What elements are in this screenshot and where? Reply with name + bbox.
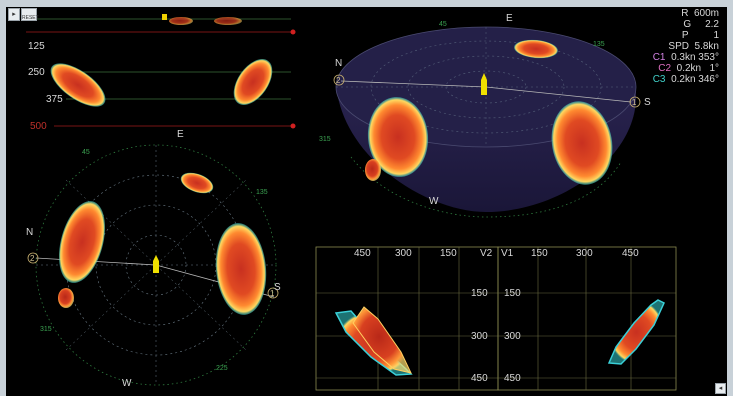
v1-title: V1 — [501, 248, 514, 259]
plan-bearing-225: 225 — [216, 365, 228, 372]
sonar-graphics — [26, 14, 677, 391]
plan-echo-south — [215, 223, 267, 315]
perspective-bearing-line-2 — [340, 80, 487, 88]
depth-label-500: 500 — [30, 121, 47, 132]
plan-label-north: N — [26, 227, 34, 238]
v1-y-tick-450: 450 — [504, 373, 521, 384]
v2-echo-2 — [352, 306, 412, 374]
param-current-3-value: 0.2kn 346° — [671, 74, 719, 85]
vessel-icon-perspective — [481, 73, 487, 95]
plan-echo-north — [58, 201, 106, 283]
depth-marker-top — [290, 29, 296, 35]
perspective-view — [333, 26, 641, 218]
perspective-label-west: W — [429, 196, 439, 207]
v2-title: V2 — [480, 248, 493, 259]
param-current-1-label: C1 — [652, 52, 666, 63]
perspective-bearing-line-1 — [485, 86, 632, 103]
param-speed: SPD 5.8kn — [668, 41, 719, 52]
param-current-2: C2 0.2kn 1° — [658, 63, 719, 74]
perspective-bearing-315: 315 — [319, 136, 331, 143]
v2-y-tick-150: 150 — [471, 288, 488, 299]
param-current-1-value: 0.3kn 353° — [671, 52, 719, 63]
perspective-echo-left — [367, 97, 429, 177]
plan-echo-east — [180, 172, 214, 194]
depth-panel — [26, 14, 296, 129]
plan-bearing-45: 45 — [82, 149, 90, 156]
v1-frame — [497, 246, 677, 391]
param-current-2-label: C2 — [658, 63, 672, 74]
depth-echo-top-2 — [214, 17, 242, 25]
v1-y-tick-300: 300 — [504, 331, 521, 342]
plan-marker-1-ring — [267, 287, 279, 299]
perspective-marker-1: 1 — [632, 98, 637, 107]
v2-y-tick-450: 450 — [471, 373, 488, 384]
perspective-marker-2-ring — [333, 74, 345, 86]
param-current-3-label: C3 — [652, 74, 666, 85]
param-gain: G 2.2 — [683, 19, 719, 30]
param-range-value: 600m — [693, 8, 719, 19]
v2-x-tick-300: 300 — [395, 248, 412, 259]
plan-view — [27, 144, 279, 386]
v2-section — [315, 246, 499, 391]
depth-echo-top-1 — [169, 17, 193, 25]
perspective-label-north: N — [335, 58, 343, 69]
plan-axis-diag-1 — [65, 179, 247, 351]
perspective-bearing-135: 135 — [593, 41, 605, 48]
depth-label-250: 250 — [28, 67, 45, 78]
param-current-2-value: 0.2kn 1° — [676, 63, 719, 74]
plan-marker-2-ring — [27, 252, 39, 264]
perspective-echo-left-small — [365, 159, 381, 181]
reset-logo-button[interactable]: RESET — [21, 8, 39, 21]
v1-section — [497, 246, 677, 391]
perspective-marker-1-ring — [629, 96, 641, 108]
v1-x-tick-150: 150 — [531, 248, 548, 259]
plan-range-ring-outer — [35, 144, 277, 386]
v1-x-tick-300: 300 — [576, 248, 593, 259]
perspective-label-south: S — [644, 97, 651, 108]
param-current-1: C1 0.3kn 353° — [653, 52, 719, 63]
v1-x-tick-450: 450 — [622, 248, 639, 259]
perspective-bearing-45: 45 — [439, 21, 447, 28]
v1-y-tick-150: 150 — [504, 288, 521, 299]
plan-bearing-315: 315 — [40, 326, 52, 333]
perspective-bowl-bottom-ring — [350, 156, 622, 218]
v1-echo — [607, 299, 665, 365]
depth-label-125: 125 — [28, 41, 45, 52]
perspective-label-east: E — [506, 13, 513, 24]
v2-x-tick-150: 150 — [440, 248, 457, 259]
param-range-label: R — [681, 8, 689, 19]
param-pulse: P 1 — [682, 30, 719, 41]
vessel-depth-marker — [162, 14, 167, 20]
plan-echo-north-small — [58, 288, 74, 308]
param-gain-value: 2.2 — [705, 19, 719, 30]
param-pulse-label: P — [681, 30, 689, 41]
plan-label-west: W — [122, 378, 132, 389]
plan-label-east: E — [177, 129, 184, 140]
vessel-icon-plan — [153, 255, 159, 273]
depth-echo-left — [50, 63, 106, 107]
plan-bearing-135: 135 — [256, 189, 268, 196]
param-range: R 600m — [681, 8, 719, 19]
perspective-ring-2 — [407, 55, 565, 119]
param-speed-label: SPD — [668, 41, 689, 52]
corner-collapse-button[interactable]: ◂ — [715, 383, 726, 394]
v2-x-tick-450: 450 — [354, 248, 371, 259]
depth-marker-500 — [290, 123, 296, 129]
param-gain-label: G — [683, 19, 692, 30]
plan-label-south: S — [274, 282, 281, 293]
v2-y-tick-300: 300 — [471, 331, 488, 342]
plan-marker-1: 1 — [270, 289, 275, 298]
param-current-3: C3 0.2kn 346° — [653, 74, 719, 85]
menu-arrow-button[interactable]: ▸ — [8, 8, 20, 21]
param-pulse-value: 1 — [713, 30, 719, 41]
param-speed-value: 5.8kn — [694, 41, 719, 52]
perspective-echo-top — [514, 39, 558, 59]
perspective-echo-right — [551, 101, 613, 185]
sonar-display: ▸ RESET 125 250 375 500 E N S W 45 135 2… — [6, 7, 727, 396]
perspective-marker-2: 2 — [336, 76, 341, 85]
depth-echo-right — [233, 59, 273, 105]
plan-marker-2: 2 — [30, 254, 35, 263]
depth-label-375: 375 — [46, 94, 63, 105]
